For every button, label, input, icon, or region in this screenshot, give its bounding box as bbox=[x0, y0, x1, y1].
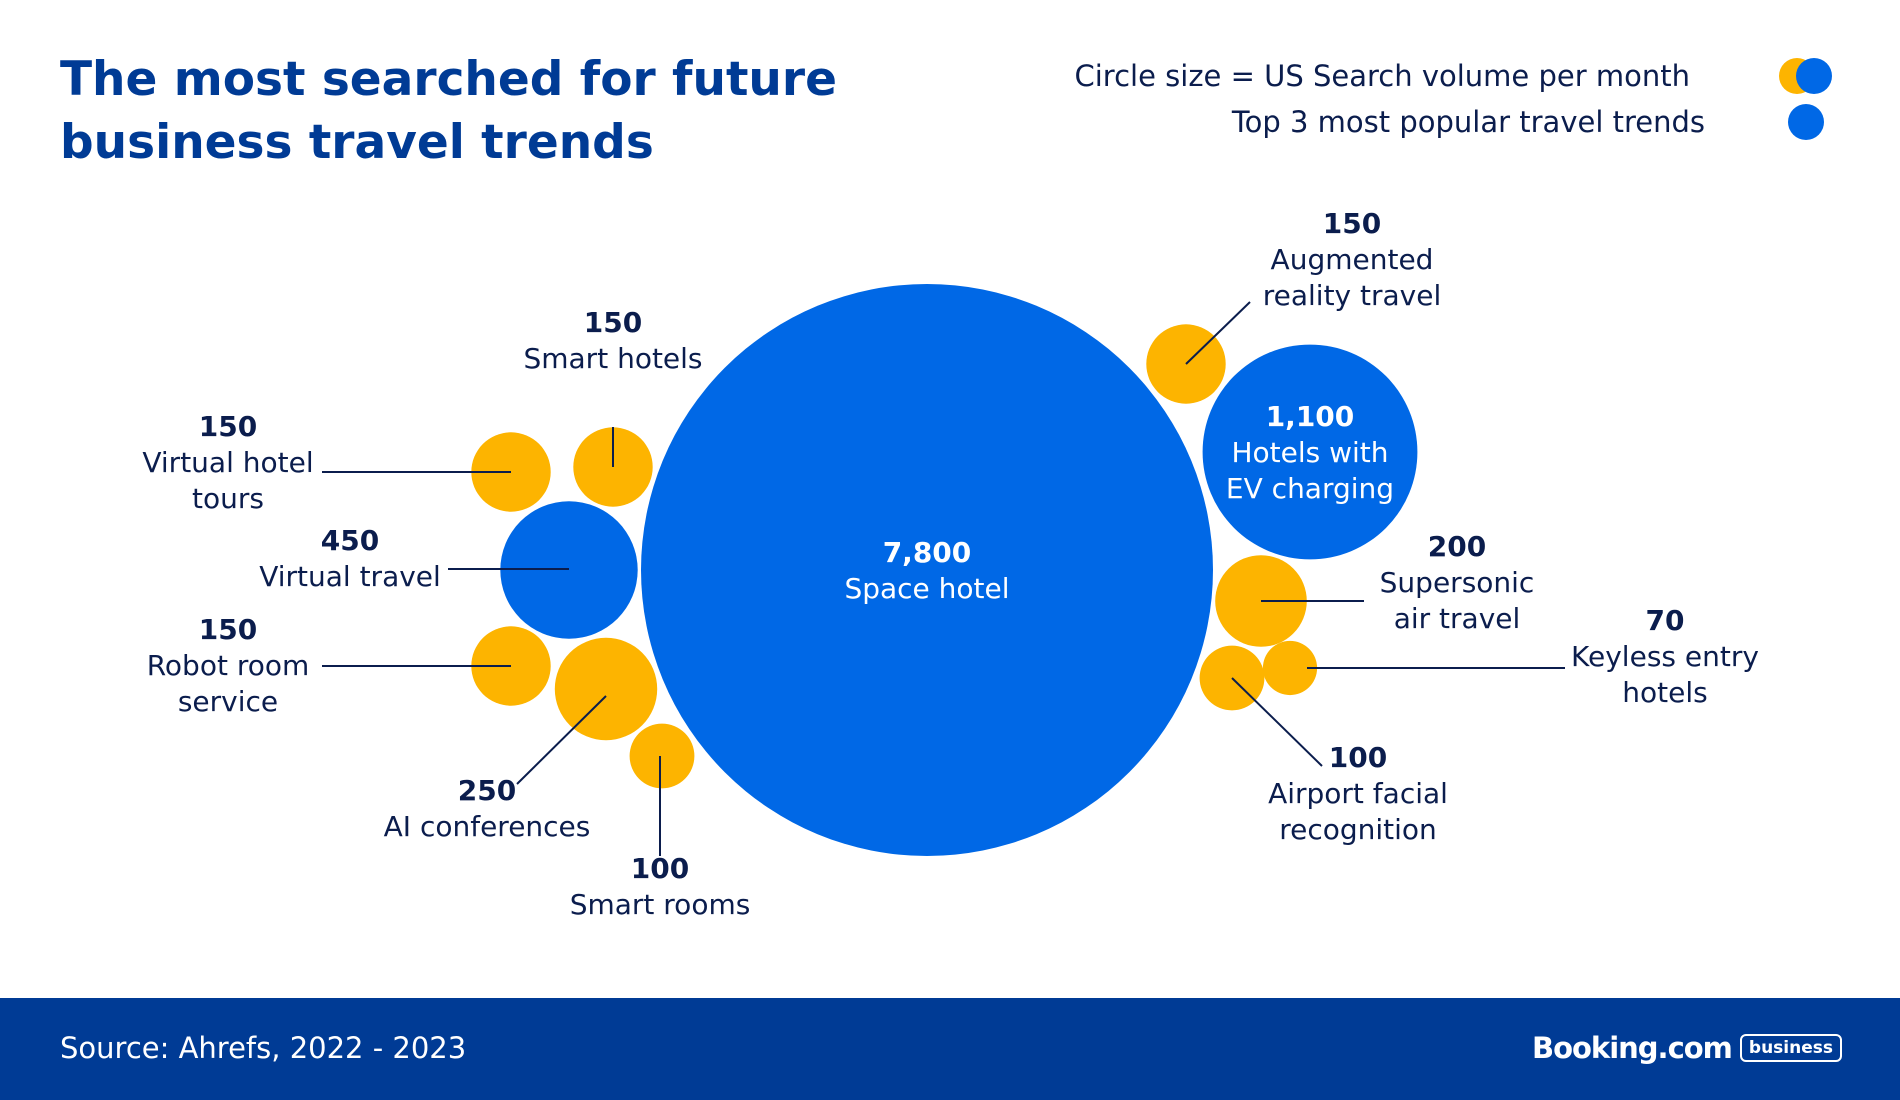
name-label-smart-hotels: Smart hotels bbox=[523, 342, 702, 375]
name-label-airport-facial-recognition-2: recognition bbox=[1279, 813, 1437, 846]
legend-top3: Top 3 most popular travel trends bbox=[1232, 102, 1765, 142]
value-label-hotels-with-ev-charging: 1,100 bbox=[1266, 400, 1355, 433]
value-label-keyless-entry-hotels: 70 bbox=[1646, 604, 1685, 637]
bubble-hotels-with-ev-charging bbox=[1202, 344, 1418, 560]
name-label-robot-room-service-2: service bbox=[178, 685, 278, 718]
chart-title: The most searched for future business tr… bbox=[60, 52, 837, 170]
name-label-keyless-entry-hotels-2: hotels bbox=[1622, 676, 1707, 709]
name-label-augmented-reality-travel-2: reality travel bbox=[1263, 279, 1442, 312]
logo-wordmark: Booking.com bbox=[1531, 1031, 1733, 1065]
value-label-supersonic-air-travel: 200 bbox=[1428, 530, 1486, 563]
name-label-airport-facial-recognition-1: Airport facial bbox=[1268, 777, 1448, 810]
value-label-augmented-reality-travel: 150 bbox=[1323, 207, 1381, 240]
legend-swatch-top3 bbox=[1788, 104, 1824, 140]
footer-bar: Source: Ahrefs, 2022 - 2023 Booking.com … bbox=[0, 998, 1900, 1100]
name-label-robot-room-service-1: Robot room bbox=[147, 649, 310, 682]
name-label-hotels-with-ev-charging-1: Hotels with bbox=[1231, 436, 1388, 469]
bubbles bbox=[471, 284, 1418, 856]
booking-business-logo: Booking.com business bbox=[1532, 1028, 1842, 1068]
bubble-keyless-entry-hotels bbox=[1262, 640, 1318, 696]
legend-top3-label: Top 3 most popular travel trends bbox=[1231, 105, 1705, 139]
bubble-space-hotel bbox=[641, 284, 1213, 856]
value-label-smart-hotels: 150 bbox=[584, 306, 642, 339]
leader-line-airport-facial-recognition bbox=[1231, 677, 1323, 767]
value-label-virtual-hotel-tours: 150 bbox=[199, 410, 257, 443]
name-label-keyless-entry-hotels-1: Keyless entry bbox=[1571, 640, 1759, 673]
value-label-virtual-travel: 450 bbox=[321, 524, 379, 557]
bubble-smart-rooms bbox=[629, 723, 695, 789]
name-label-supersonic-air-travel-1: Supersonic bbox=[1380, 566, 1535, 599]
value-label-space-hotel: 7,800 bbox=[883, 536, 972, 569]
source-note: Source: Ahrefs, 2022 - 2023 bbox=[60, 1031, 467, 1065]
value-label-airport-facial-recognition: 100 bbox=[1329, 741, 1387, 774]
value-label-robot-room-service: 150 bbox=[199, 613, 257, 646]
leader-line-augmented-reality-travel bbox=[1185, 301, 1251, 365]
name-label-augmented-reality-travel-1: Augmented bbox=[1271, 243, 1434, 276]
logo-badge: business bbox=[1739, 1034, 1842, 1062]
value-label-ai-conferences: 250 bbox=[458, 774, 516, 807]
legend-swatches bbox=[1779, 58, 1832, 140]
name-label-virtual-hotel-tours-2: tours bbox=[192, 482, 264, 515]
name-label-hotels-with-ev-charging-2: EV charging bbox=[1226, 472, 1394, 505]
name-label-ai-conferences: AI conferences bbox=[384, 810, 591, 843]
name-label-space-hotel: Space hotel bbox=[844, 572, 1009, 605]
bubble-ai-conferences bbox=[554, 637, 658, 741]
name-label-virtual-travel: Virtual travel bbox=[259, 560, 441, 593]
name-label-supersonic-air-travel-2: air travel bbox=[1394, 602, 1521, 635]
value-label-smart-rooms: 100 bbox=[631, 852, 689, 885]
leader-line-ai-conferences bbox=[516, 695, 607, 785]
legend-size: Circle size = US Search volume per month bbox=[1075, 56, 1766, 96]
name-label-virtual-hotel-tours-1: Virtual hotel bbox=[142, 446, 313, 479]
name-label-smart-rooms: Smart rooms bbox=[570, 888, 751, 921]
legend-swatch-yellow bbox=[1796, 58, 1832, 94]
legend-size-label: Circle size = US Search volume per month bbox=[1074, 59, 1691, 93]
leader-lines bbox=[322, 301, 1565, 856]
